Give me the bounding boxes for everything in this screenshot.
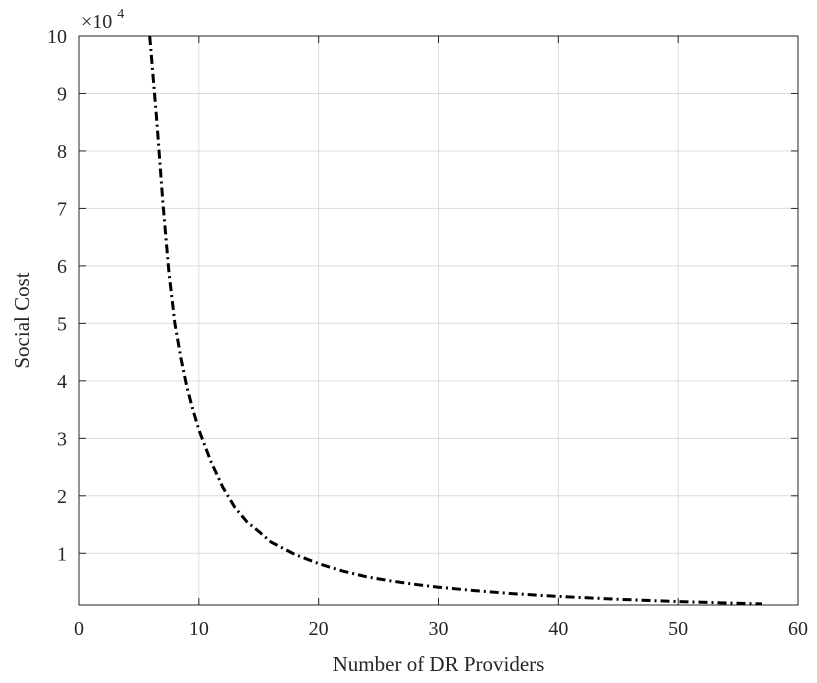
y-tick-label: 1 [57, 543, 67, 565]
data-series [148, 35, 763, 606]
social-cost-line [148, 35, 763, 606]
y-tick-label: 6 [57, 256, 67, 278]
y-tick-label: 10 [47, 26, 67, 48]
y-tick-label: 7 [57, 198, 67, 220]
x-tick-label: 60 [788, 618, 808, 640]
tick-labels: 0 10 20 30 40 50 60 1 2 3 4 5 6 7 8 9 10 [47, 26, 808, 640]
y-tick-label: 4 [57, 371, 67, 393]
x-tick-label: 40 [548, 618, 568, 640]
y-tick-label: 9 [57, 83, 67, 105]
x-tick-label: 10 [189, 618, 209, 640]
axis-ticks [78, 35, 799, 605]
y-tick-label: 8 [57, 141, 67, 163]
grid [79, 36, 798, 605]
x-tick-label: 0 [74, 618, 84, 640]
x-axis-label: Number of DR Providers [333, 652, 545, 676]
y-tick-label: 2 [57, 486, 67, 508]
y-axis-exponent-label: ×10 4 [81, 7, 124, 33]
x-tick-label: 50 [668, 618, 688, 640]
x-tick-label: 30 [429, 618, 449, 640]
y-tick-label: 5 [57, 313, 67, 335]
y-axis-label: Social Cost [10, 272, 34, 368]
y-tick-label: 3 [57, 428, 67, 450]
x-tick-label: 20 [309, 618, 329, 640]
y-exponent-power: 4 [117, 7, 124, 22]
y-exponent-base: ×10 [81, 11, 112, 33]
